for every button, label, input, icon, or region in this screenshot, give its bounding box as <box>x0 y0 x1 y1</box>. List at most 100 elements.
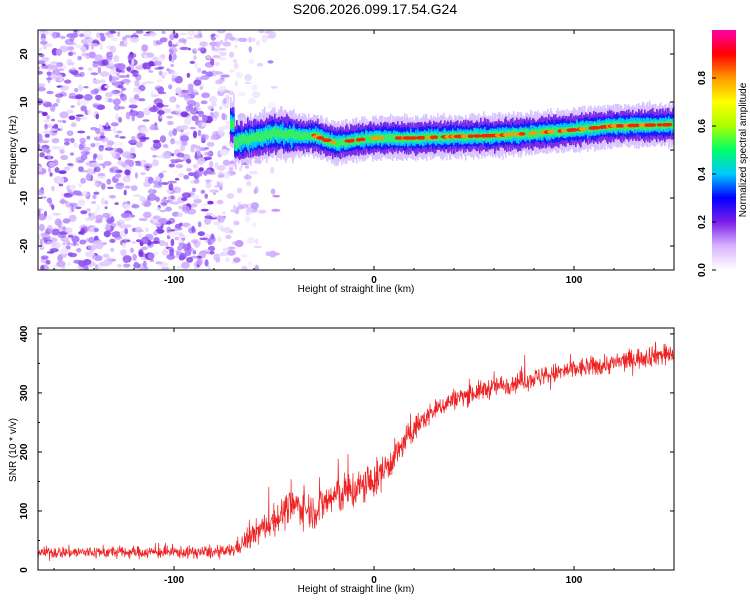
signal-band <box>250 134 252 144</box>
signal-band <box>279 129 281 137</box>
signal-band <box>235 142 237 151</box>
noise-speckle <box>244 74 252 82</box>
signal-peak <box>532 131 538 135</box>
noise-speckle <box>179 252 187 260</box>
noise-speckle <box>159 209 167 213</box>
noise-speckle <box>126 81 130 86</box>
signal-band <box>280 128 282 138</box>
signal-band <box>254 132 256 142</box>
signal-band <box>555 127 557 136</box>
noise-speckle <box>167 120 174 126</box>
noise-speckle <box>99 135 106 139</box>
signal-band <box>245 135 247 144</box>
noise-speckle <box>95 113 100 120</box>
noise-speckle <box>110 232 117 235</box>
noise-speckle <box>41 111 48 117</box>
signal-band <box>236 136 238 146</box>
noise-speckle <box>107 30 111 37</box>
noise-speckle <box>167 231 177 238</box>
signal-band <box>576 124 578 133</box>
noise-speckle <box>168 163 175 168</box>
noise-speckle <box>270 166 275 174</box>
noise-speckle <box>109 150 114 154</box>
signal-band <box>260 133 262 142</box>
noise-speckle <box>219 40 224 44</box>
noise-speckle <box>123 224 132 228</box>
noise-speckle <box>38 137 43 142</box>
signal-band <box>525 130 527 137</box>
noise-speckle <box>59 45 69 53</box>
signal-band <box>309 132 311 139</box>
noise-speckle <box>167 180 177 184</box>
signal-band <box>402 135 404 145</box>
noise-speckle <box>40 216 46 219</box>
colorbar-tick-label: 0.8 <box>697 71 708 85</box>
noise-speckle <box>126 66 132 72</box>
noise-speckle <box>133 261 139 268</box>
signal-band <box>294 132 296 140</box>
noise-speckle <box>134 79 140 87</box>
noise-speckle <box>94 54 103 62</box>
noise-speckle <box>149 31 157 37</box>
noise-speckle <box>216 199 224 205</box>
noise-speckle <box>77 84 83 92</box>
noise-speckle <box>75 94 84 100</box>
noise-speckle <box>198 167 204 172</box>
noise-speckle <box>193 79 202 86</box>
signal-band <box>240 137 242 146</box>
noise-speckle <box>53 123 59 129</box>
noise-speckle <box>79 239 87 245</box>
noise-speckle <box>200 134 206 142</box>
noise-speckle <box>84 217 90 222</box>
noise-speckle <box>99 42 103 51</box>
noise-speckle <box>55 48 63 56</box>
noise-speckle <box>244 81 252 85</box>
signal-band <box>243 134 245 143</box>
signal-band <box>263 133 265 142</box>
signal-band <box>340 137 342 145</box>
noise-speckle <box>93 166 101 173</box>
noise-speckle <box>152 251 159 256</box>
signal-band <box>270 130 272 141</box>
signal-band <box>342 138 344 146</box>
noise-speckle <box>204 146 210 150</box>
signal-band <box>237 140 239 150</box>
noise-speckle <box>51 138 60 144</box>
noise-speckle <box>174 177 180 181</box>
noise-speckle <box>69 184 76 190</box>
noise-speckle <box>90 72 99 76</box>
noise-speckle <box>117 84 124 89</box>
noise-speckle <box>135 30 144 34</box>
signal-band <box>383 134 385 143</box>
signal-band <box>390 133 392 143</box>
x-tick-label: 100 <box>566 275 583 286</box>
noise-speckle <box>117 63 126 71</box>
noise-speckle <box>93 227 99 233</box>
noise-speckle <box>46 77 53 81</box>
signal-band <box>488 133 490 142</box>
noise-speckle <box>197 231 205 237</box>
noise-speckle <box>50 118 56 122</box>
noise-speckle <box>114 76 120 81</box>
noise-speckle <box>153 141 162 149</box>
signal-band <box>300 133 302 140</box>
colorbar-tick-label: 0.0 <box>697 263 708 277</box>
noise-speckle <box>182 243 192 251</box>
noise-speckle <box>159 115 164 119</box>
noise-speckle <box>152 56 159 62</box>
noise-speckle <box>64 141 70 146</box>
signal-band <box>289 130 291 139</box>
signal-band <box>244 135 246 145</box>
spectrogram-ylabel: Frequency (Hz) <box>8 116 19 185</box>
noise-speckle <box>225 94 230 102</box>
noise-speckle <box>248 260 253 267</box>
noise-speckle <box>190 194 200 200</box>
noise-speckle <box>130 109 134 113</box>
noise-speckle <box>222 247 229 253</box>
signal-band <box>389 134 391 141</box>
noise-speckle <box>86 208 91 212</box>
noise-speckle <box>139 127 149 134</box>
noise-speckle <box>94 142 101 148</box>
noise-speckle <box>240 254 249 258</box>
noise-speckle <box>141 44 149 52</box>
